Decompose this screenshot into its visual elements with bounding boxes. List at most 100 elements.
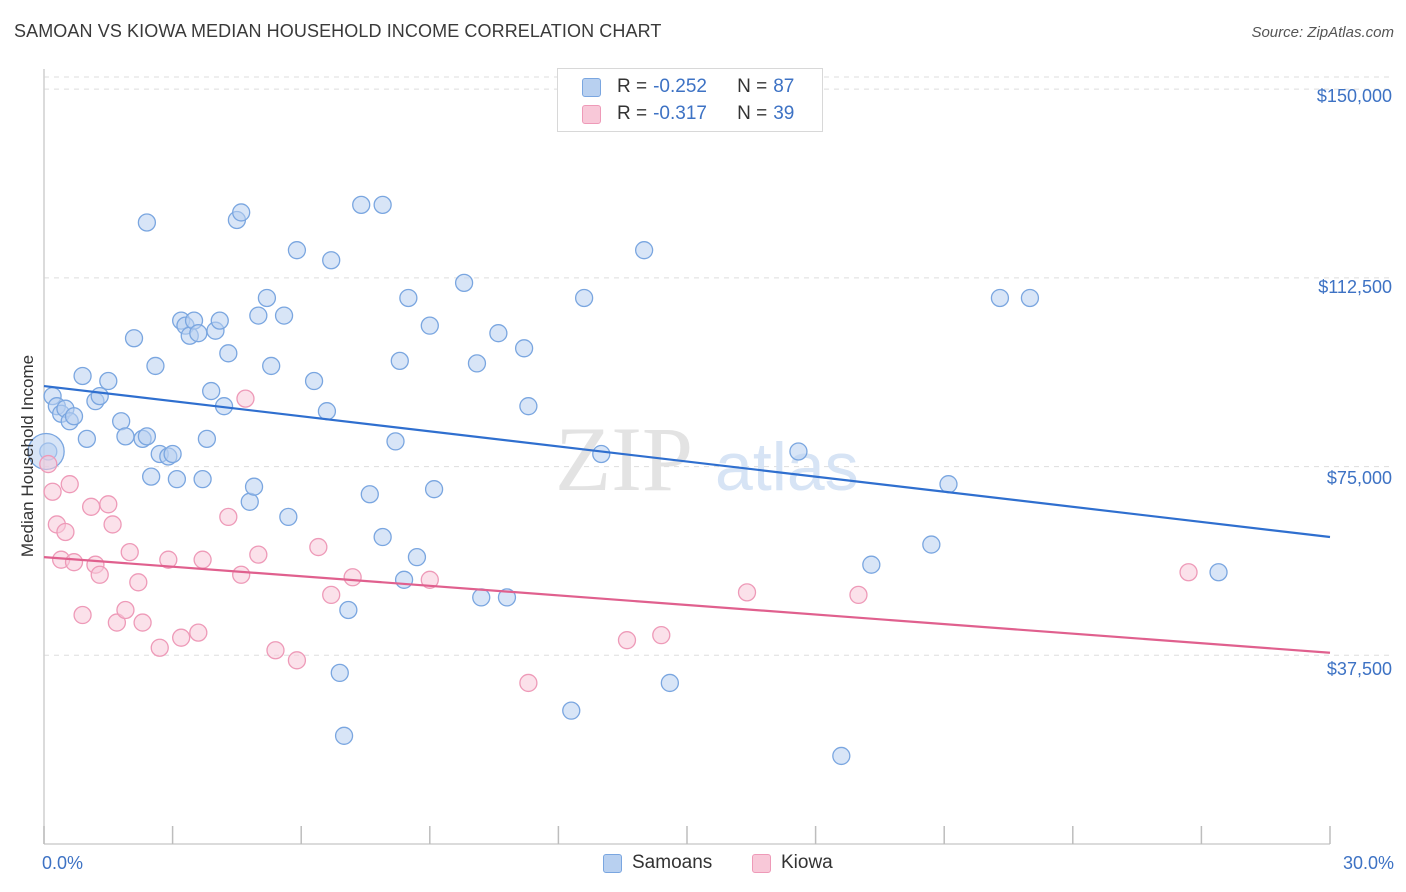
data-point (99, 495, 118, 514)
data-point (407, 547, 427, 567)
data-point (116, 600, 135, 620)
bottom-legend-swatch-pink (752, 853, 771, 873)
data-point (236, 389, 255, 408)
bottom-legend-label: Kiowa (781, 852, 833, 873)
data-point (266, 641, 285, 660)
data-point (60, 475, 79, 494)
data-point (249, 306, 268, 325)
y-tick-label: $112,500 (1318, 277, 1392, 297)
data-point (64, 407, 84, 426)
chart-title: SAMOAN VS KIOWA MEDIAN HOUSEHOLD INCOME … (14, 21, 662, 41)
data-point (90, 565, 109, 584)
bottom-legend-label: Samoans (632, 852, 713, 873)
data-point (330, 663, 349, 683)
data-point (373, 195, 392, 215)
source-label: Source: ZipAtlas.com (1251, 24, 1394, 41)
data-point (73, 366, 92, 386)
data-point (197, 429, 217, 449)
data-point (472, 588, 491, 607)
data-point (137, 213, 157, 232)
data-point (562, 701, 581, 720)
data-point (232, 565, 251, 584)
data-point (519, 397, 538, 416)
data-point (1179, 563, 1198, 582)
data-point (832, 746, 851, 766)
data-point (399, 288, 418, 308)
data-point (420, 570, 439, 589)
data-point (789, 442, 808, 461)
data-point (990, 288, 1010, 308)
legend-n-value: 87 (773, 76, 795, 97)
data-point (394, 570, 414, 589)
data-point (189, 623, 208, 642)
data-point (660, 673, 680, 693)
data-point (244, 477, 264, 496)
data-point (43, 482, 62, 501)
data-point (172, 628, 191, 647)
data-point (1020, 288, 1040, 308)
data-point (73, 605, 92, 625)
bottom-legend-kiowa: Kiowa (752, 852, 833, 874)
data-point (56, 522, 75, 542)
data-point (232, 203, 251, 222)
data-point (103, 515, 122, 534)
data-point (592, 444, 611, 464)
data-point (497, 588, 517, 607)
data-point (360, 485, 379, 504)
data-point (939, 475, 958, 494)
data-point (467, 354, 487, 373)
data-point (652, 626, 671, 645)
data-point (159, 550, 178, 569)
data-point (90, 386, 109, 406)
trend-lines (43, 384, 1331, 654)
y-tick-label: $150,000 (1316, 86, 1392, 106)
data-point (634, 241, 654, 260)
data-point (489, 324, 508, 343)
data-point (373, 527, 392, 547)
data-point (514, 339, 534, 358)
data-point (150, 638, 169, 657)
data-point (133, 613, 152, 632)
x-tick-label: 0.0% (42, 853, 84, 873)
data-point (82, 497, 101, 516)
data-point (279, 507, 298, 527)
legend-n-label: N = (737, 76, 768, 97)
data-point (309, 537, 328, 557)
data-point (257, 288, 277, 308)
data-point (322, 585, 341, 605)
legend-swatch-pink (582, 104, 601, 124)
legend-n-value: 39 (773, 103, 795, 124)
data-point (137, 427, 157, 446)
data-point (240, 492, 259, 511)
data-point (167, 469, 187, 489)
data-point (334, 726, 354, 745)
data-point (287, 241, 307, 260)
trend-line-samoans (43, 384, 1331, 539)
data-point (390, 351, 409, 371)
data-point (112, 412, 131, 431)
data-point (39, 454, 58, 474)
data-point (274, 306, 294, 325)
data-point (420, 316, 439, 335)
data-point (424, 480, 444, 499)
data-point (1209, 563, 1228, 582)
legend-r-label: R = (617, 103, 648, 124)
trend-line-kiowa (43, 556, 1331, 654)
data-point (77, 429, 97, 449)
data-point (262, 356, 281, 376)
legend-n-label: N = (737, 103, 768, 124)
data-point (519, 673, 538, 693)
data-point (219, 507, 238, 527)
data-point (617, 631, 637, 650)
series-kiowa (39, 389, 1198, 693)
data-point (287, 651, 307, 670)
data-point (64, 553, 84, 572)
legend-r-value: -0.252 (653, 76, 707, 97)
data-point (99, 371, 118, 391)
data-point (146, 356, 165, 376)
bottom-legend-samoans: Samoans (603, 852, 712, 874)
data-point (210, 311, 229, 330)
data-point (454, 273, 474, 293)
data-point (862, 555, 881, 574)
